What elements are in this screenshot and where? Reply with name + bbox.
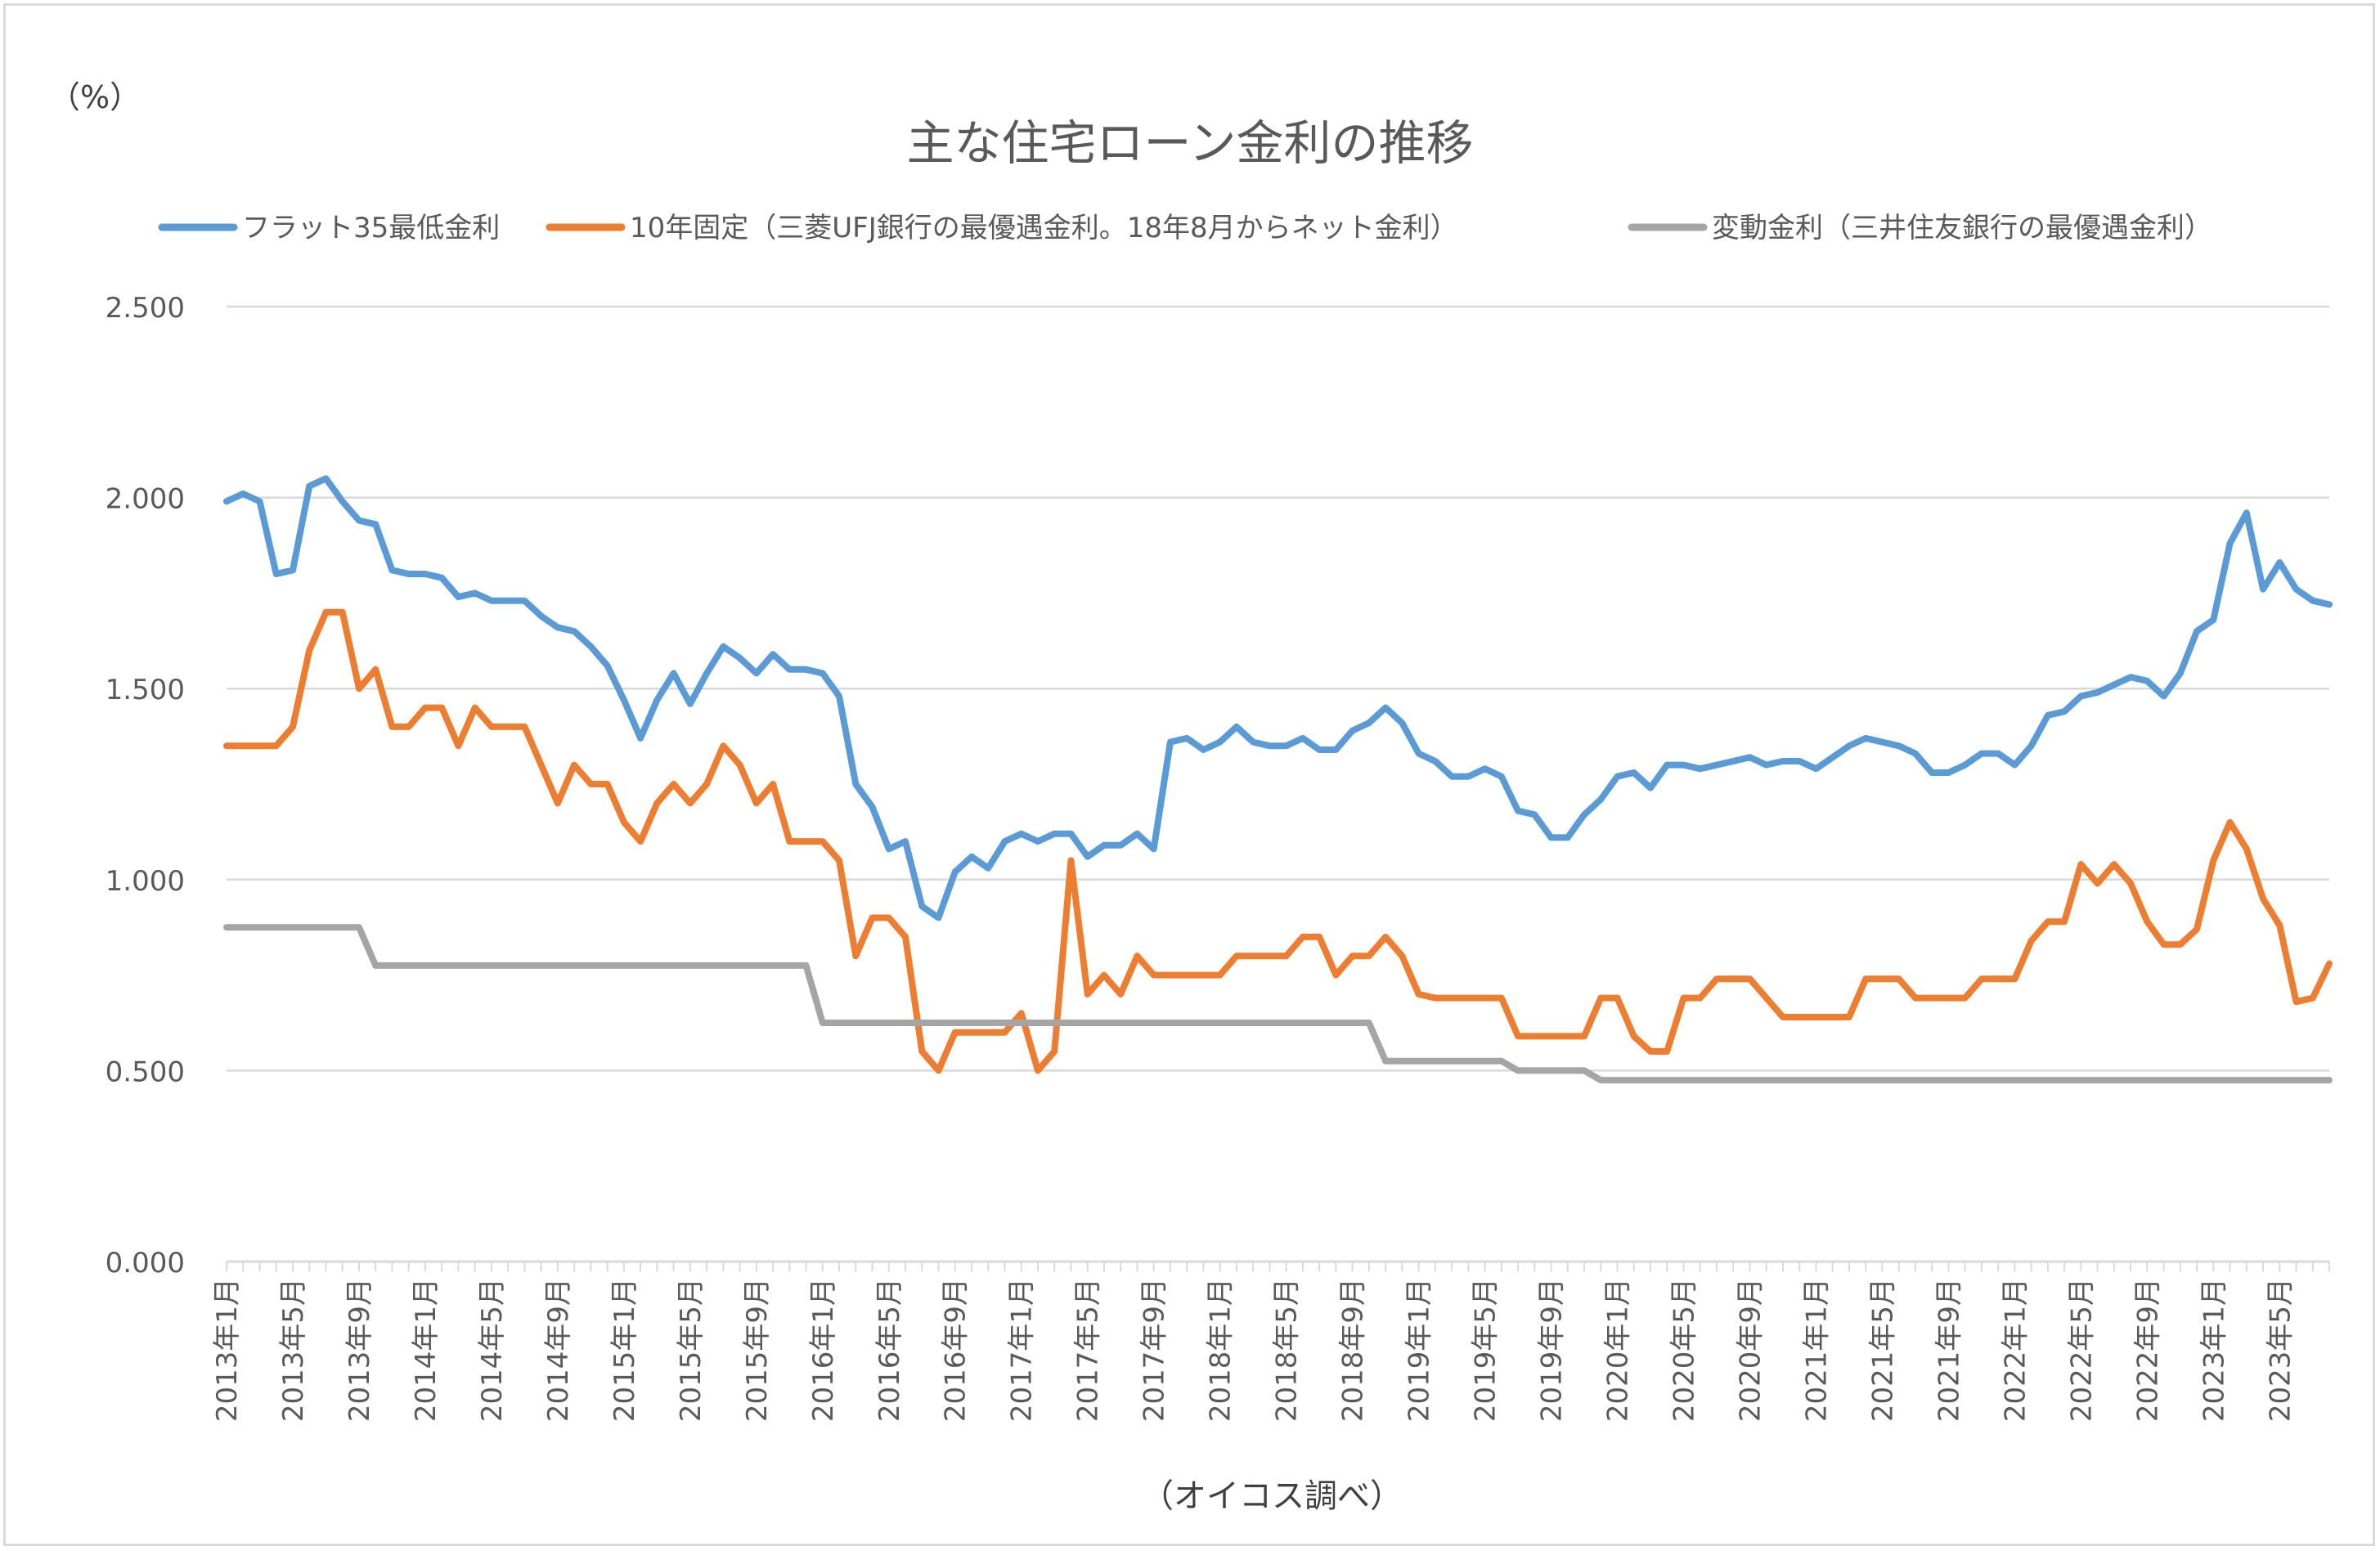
x-tick-label: 2017年1月: [1006, 1278, 1039, 1422]
x-tick-label: 2023年5月: [2264, 1278, 2297, 1422]
y-tick-label: 2.000: [106, 483, 185, 516]
x-tick-label: 2014年5月: [476, 1278, 509, 1422]
x-tick-label: 2016年1月: [807, 1278, 840, 1422]
y-unit-label: （%）: [49, 79, 141, 115]
series-line-2: [223, 608, 2333, 1074]
x-tick-label: 2013年9月: [344, 1278, 376, 1422]
x-tick-label: 2015年1月: [608, 1278, 641, 1422]
y-tick-label: 0.000: [106, 1247, 185, 1280]
x-tick-label: 2016年9月: [940, 1278, 972, 1422]
x-axis: 2013年1月 2013年5月 2013年9月 2014年1月 2014年5月 2014年…: [211, 1260, 2330, 1422]
source-note: （オイコス調べ）: [1141, 1477, 1403, 1515]
x-tick-label: 2018年5月: [1271, 1278, 1304, 1422]
y-tick-label: 1.500: [106, 674, 185, 706]
x-tick-label: 2019年9月: [1536, 1278, 1569, 1422]
x-tick-label: 2016年5月: [873, 1278, 906, 1422]
x-tick-label: 2014年1月: [410, 1278, 442, 1422]
x-tick-label: 2020年9月: [1734, 1278, 1767, 1422]
x-tick-label: 2018年9月: [1337, 1278, 1370, 1422]
gridlines: [227, 305, 2329, 1072]
x-tick-label: 2020年5月: [1668, 1278, 1700, 1422]
x-tick-label: 2017年5月: [1072, 1278, 1105, 1422]
series-line-3: [223, 924, 2333, 1084]
x-tick-label: 2020年1月: [1602, 1278, 1635, 1422]
x-tick-label: 2021年9月: [1933, 1278, 1965, 1422]
x-tick-label: 2022年9月: [2131, 1278, 2164, 1422]
legend-label-1: フラット35最低金利: [242, 212, 500, 244]
x-tick-label: 2013年5月: [277, 1278, 310, 1422]
x-tick-label: 2022年1月: [1999, 1278, 2032, 1422]
x-tick-label: 2015年5月: [675, 1278, 707, 1422]
x-tick-label: 2019年1月: [1403, 1278, 1436, 1422]
x-tick-label: 2018年1月: [1205, 1278, 1237, 1422]
legend-label-2: 10年固定（三菱UFJ銀行の最優遇金利。18年8月からネット金利）: [630, 212, 1458, 244]
x-tick-label: 2022年5月: [2065, 1278, 2098, 1422]
y-tick-label: 0.500: [106, 1056, 185, 1088]
x-tick-label: 2013年1月: [211, 1278, 244, 1422]
x-tick-label: 2019年5月: [1470, 1278, 1502, 1422]
x-tick-label: 2017年9月: [1138, 1278, 1171, 1422]
y-tick-label: 2.500: [106, 292, 185, 325]
legend: フラット35最低金利 10年固定（三菱UFJ銀行の最優遇金利。18年8月からネット…: [158, 212, 2212, 244]
y-tick-label: 1.000: [106, 865, 185, 898]
series-line-1: [223, 475, 2333, 921]
x-tick-label: 2023年1月: [2198, 1278, 2230, 1422]
x-tick-label: 2015年9月: [741, 1278, 774, 1422]
x-tick-label: 2021年5月: [1866, 1278, 1899, 1422]
chart-frame: [3, 3, 2375, 1546]
chart-title: 主な住宅ローン金利の推移: [906, 115, 1473, 171]
y-axis-ticks: 0.000 0.500 1.000 1.500 2.000 2.500: [106, 292, 185, 1280]
x-tick-label: 2014年9月: [542, 1278, 575, 1422]
series-lines: [223, 475, 2333, 1084]
x-tick-label: 2021年1月: [1800, 1278, 1833, 1422]
legend-label-3: 変動金利（三井住友銀行の最優遇金利）: [1712, 212, 2212, 244]
